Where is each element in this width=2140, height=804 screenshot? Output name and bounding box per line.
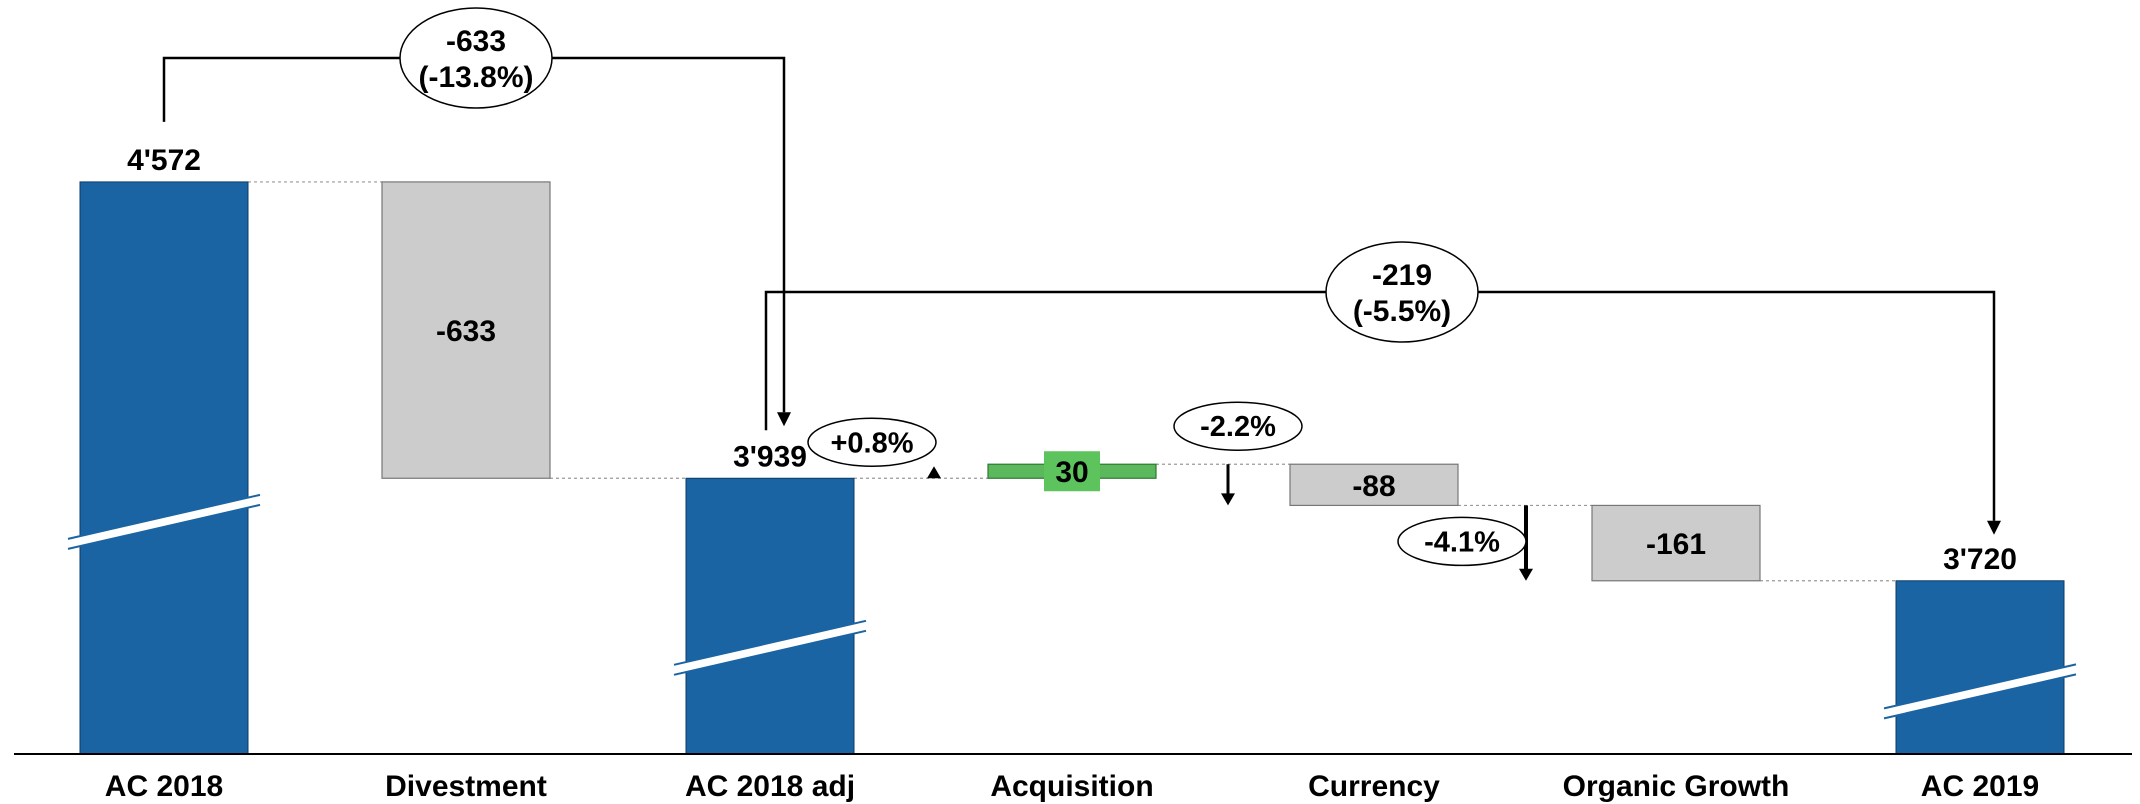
category-label: Divestment xyxy=(385,770,547,803)
marks-layer: 4'572 -633 3'939 30 +0.8% -88 -2.2% -161 -4.1% 3'… xyxy=(67,144,2077,720)
axis-break-line xyxy=(1883,673,2077,720)
bar-total xyxy=(1895,580,2065,755)
bracket-label: (-5.5%) xyxy=(1353,295,1451,328)
category-label: Organic Growth xyxy=(1563,770,1790,803)
delta-arrow xyxy=(1519,568,1533,581)
category-label: Acquisition xyxy=(990,770,1153,803)
bars-layer xyxy=(79,181,2065,755)
delta-percent-label: -2.2% xyxy=(1200,411,1276,443)
bracket-arrow xyxy=(777,412,791,427)
bracket-arrow xyxy=(1987,520,2001,535)
delta-percent-bubble xyxy=(1397,516,1527,567)
bar-decrease xyxy=(1289,463,1459,507)
axis-break-mark xyxy=(674,620,866,675)
bracket-bubble xyxy=(399,7,553,109)
axis-break-line xyxy=(1883,663,2077,710)
value-label: 4'572 xyxy=(127,144,201,177)
axis-break-mark xyxy=(68,494,260,549)
delta-arrow xyxy=(927,466,941,479)
bar-decrease xyxy=(381,181,551,479)
value-label: 30 xyxy=(1055,456,1088,489)
axis-break-line xyxy=(673,619,867,666)
delta-arrow xyxy=(1221,493,1235,506)
axis-break-line xyxy=(67,493,261,540)
value-label: -88 xyxy=(1352,470,1395,503)
delta-percent-bubble xyxy=(1173,401,1303,451)
category-labels: AC 2018 Divestment AC 2018 adj Acquisition C… xyxy=(105,770,2039,803)
value-label: -161 xyxy=(1646,528,1706,561)
value-label: 3'939 xyxy=(733,440,807,473)
bracket-label: (-13.8%) xyxy=(418,61,533,94)
bar-decrease xyxy=(1591,504,1761,582)
value-label-bg xyxy=(1044,451,1100,492)
delta-percent-label: -4.1% xyxy=(1424,526,1500,558)
value-label: -633 xyxy=(436,315,496,348)
delta-percent-label: +0.8% xyxy=(830,427,913,459)
axis-break-mark xyxy=(1884,664,2076,719)
bracket-label: -633 xyxy=(446,25,506,58)
value-label: 3'720 xyxy=(1943,543,2017,576)
bar-total xyxy=(79,181,249,755)
category-label: AC 2018 adj xyxy=(685,770,855,803)
delta-percent-bubble xyxy=(807,417,937,468)
bar-total xyxy=(685,477,855,755)
axis-break-line xyxy=(67,503,261,550)
bracket-label: -219 xyxy=(1372,259,1432,292)
bracket-bubble xyxy=(1325,241,1479,343)
bracket-layer: -633(-13.8%)-219(-5.5%) xyxy=(162,7,2001,535)
category-label: Currency xyxy=(1308,770,1440,803)
category-label: AC 2019 xyxy=(1921,770,2039,803)
axis-break-line xyxy=(673,629,867,676)
category-label: AC 2018 xyxy=(105,770,223,803)
